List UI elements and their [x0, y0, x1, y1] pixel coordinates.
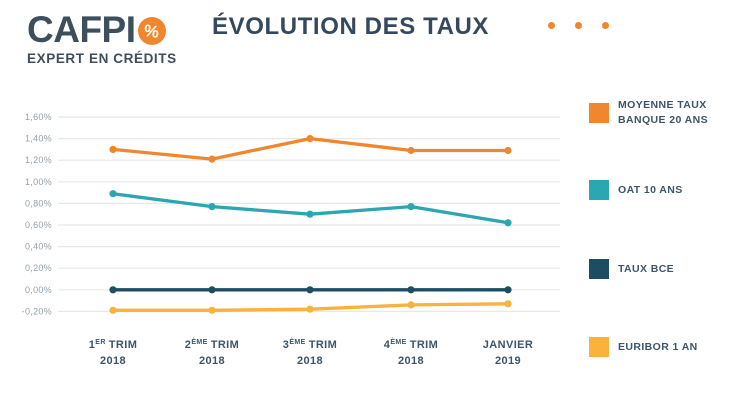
data-point-marker	[109, 190, 117, 198]
x-tick-label: 4ÈME TRIM	[384, 337, 438, 351]
y-tick-label: 1,60%	[25, 112, 52, 122]
y-tick-label: 0,40%	[25, 242, 52, 252]
y-tick-label: 0,00%	[25, 285, 52, 295]
legend-item: MOYENNE TAUX BANQUE 20 ANS	[589, 98, 726, 128]
percent-glyph: %	[142, 20, 161, 42]
data-point-marker	[208, 155, 216, 163]
data-point-marker	[306, 135, 314, 143]
y-tick-label: 1,40%	[25, 134, 52, 144]
x-tick-label: 2ÈME TRIM	[185, 337, 239, 351]
y-tick-label: 1,20%	[25, 155, 52, 165]
data-point-marker	[109, 286, 117, 294]
data-point-marker	[407, 203, 415, 211]
rates-line-chart: 1,60% 1,40% 1,20% 1,00% 0,80% 0,60% 0,40% 0,20%…	[0, 100, 575, 400]
x-tick-label: 3ÈME TRIM	[283, 337, 337, 351]
chart-legend: MOYENNE TAUX BANQUE 20 ANS OAT 10 ANS TAUX…	[589, 98, 729, 388]
data-point-marker	[407, 286, 415, 294]
chart-canvas: 1,60% 1,40% 1,20% 1,00% 0,80% 0,60% 0,40% 0,20%…	[22, 112, 560, 367]
data-point-marker	[504, 146, 512, 155]
x-tick-label: JANVIER	[483, 339, 533, 351]
legend-label: MOYENNE TAUX BANQUE 20 ANS	[618, 99, 708, 126]
legend-label: TAUX BCE	[618, 262, 675, 275]
legend-swatch-icon	[589, 337, 609, 357]
legend-item: OAT 10 ANS	[589, 180, 726, 200]
y-tick-label: 0,60%	[25, 220, 52, 230]
data-point-marker	[109, 306, 117, 314]
dot-icon	[548, 22, 555, 29]
data-point-marker	[208, 306, 216, 314]
x-tick-year-label: 2018	[398, 355, 424, 367]
data-point-marker	[109, 145, 117, 153]
data-point-marker	[208, 286, 216, 294]
data-point-marker	[504, 300, 512, 308]
y-tick-label: 0,80%	[25, 198, 52, 208]
dot-icon	[602, 22, 609, 29]
title-dots-decoration	[548, 22, 629, 29]
data-point-marker	[504, 286, 512, 294]
data-point-marker	[504, 219, 512, 227]
data-point-marker	[306, 210, 314, 218]
legend-swatch-icon	[589, 259, 609, 279]
y-tick-label: 1,00%	[25, 177, 52, 187]
x-tick-year-label: 2018	[297, 355, 323, 367]
logo-tagline: EXPERT EN CRÉDITS	[27, 51, 177, 66]
legend-swatch-icon	[589, 180, 609, 200]
x-tick-label: 1ER TRIM	[89, 339, 138, 351]
series-line	[111, 192, 510, 225]
y-tick-label: -0,20%	[22, 306, 52, 316]
cafpi-logo: CAFPI % EXPERT EN CRÉDITS	[27, 9, 177, 66]
page-title: ÉVOLUTION DES TAUX	[212, 13, 490, 40]
legend-swatch-icon	[589, 103, 609, 123]
y-tick-label: 0,20%	[25, 263, 52, 273]
x-tick-year-label: 2018	[199, 355, 225, 367]
data-point-marker	[407, 301, 415, 309]
percent-smiley-icon: %	[137, 17, 166, 45]
data-point-marker	[306, 286, 314, 294]
legend-item: TAUX BCE	[589, 259, 726, 279]
legend-label: EURIBOR 1 AN	[618, 340, 698, 353]
data-point-marker	[306, 305, 314, 313]
logo-row: CAFPI %	[27, 9, 177, 50]
legend-label: OAT 10 ANS	[618, 183, 683, 196]
data-point-marker	[208, 203, 216, 211]
logo-brand-text: CAFPI	[27, 9, 136, 50]
data-point-marker	[407, 146, 415, 155]
dot-icon	[575, 22, 582, 29]
x-tick-year-label: 2018	[100, 355, 126, 367]
x-tick-year-label: 2019	[495, 355, 521, 367]
legend-item: EURIBOR 1 AN	[589, 337, 726, 357]
